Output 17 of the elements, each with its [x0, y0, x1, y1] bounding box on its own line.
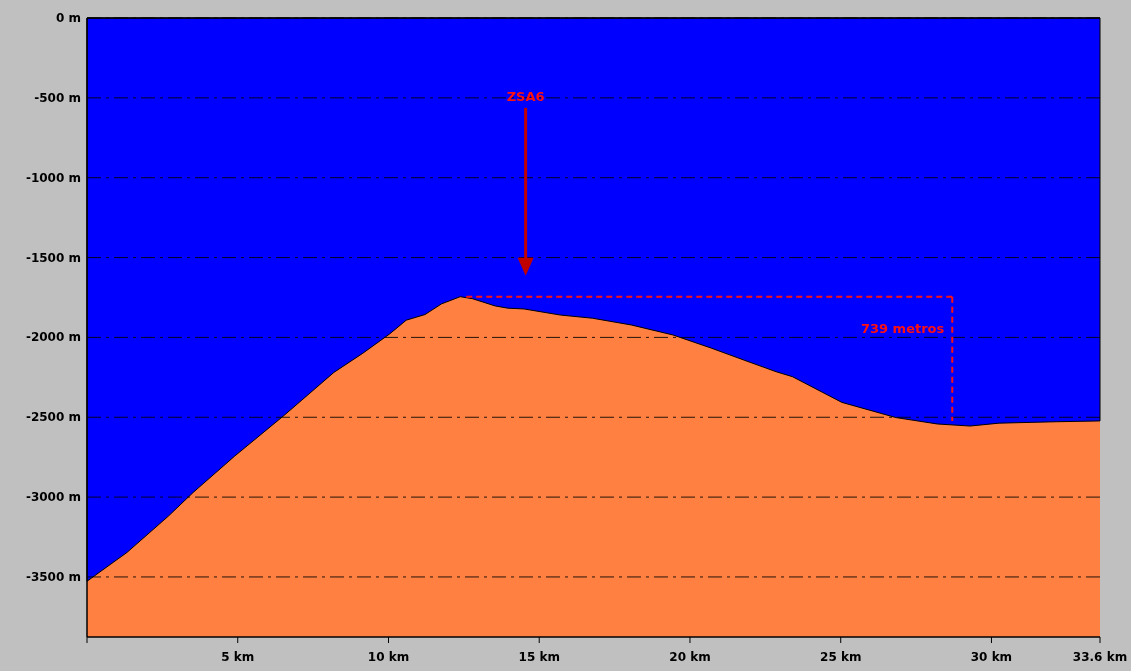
- x-tick-label: 33.6 km: [1072, 650, 1128, 664]
- x-tick-label: 5 km: [221, 650, 255, 664]
- y-tick-label: -1000 m: [25, 170, 81, 185]
- y-tick-label: 0 m: [55, 11, 81, 25]
- y-tick-label: -2000 m: [25, 330, 81, 345]
- y-tick-label: -3500 m: [25, 569, 81, 584]
- x-tick-label: 10 km: [367, 650, 410, 664]
- x-tick-label: 30 km: [970, 650, 1013, 664]
- y-tick-label: -3000 m: [25, 490, 81, 505]
- x-tick-label: 25 km: [820, 650, 862, 664]
- ref-line-label: 739 metros: [860, 320, 945, 336]
- y-tick-label: -1500 m: [25, 250, 81, 265]
- x-tick-label: 20 km: [669, 650, 711, 664]
- annotation: ZSA6: [506, 88, 545, 104]
- x-tick-label: 15 km: [518, 650, 560, 664]
- y-tick-label: -500 m: [34, 90, 81, 105]
- y-tick-label: -2500 m: [25, 410, 81, 425]
